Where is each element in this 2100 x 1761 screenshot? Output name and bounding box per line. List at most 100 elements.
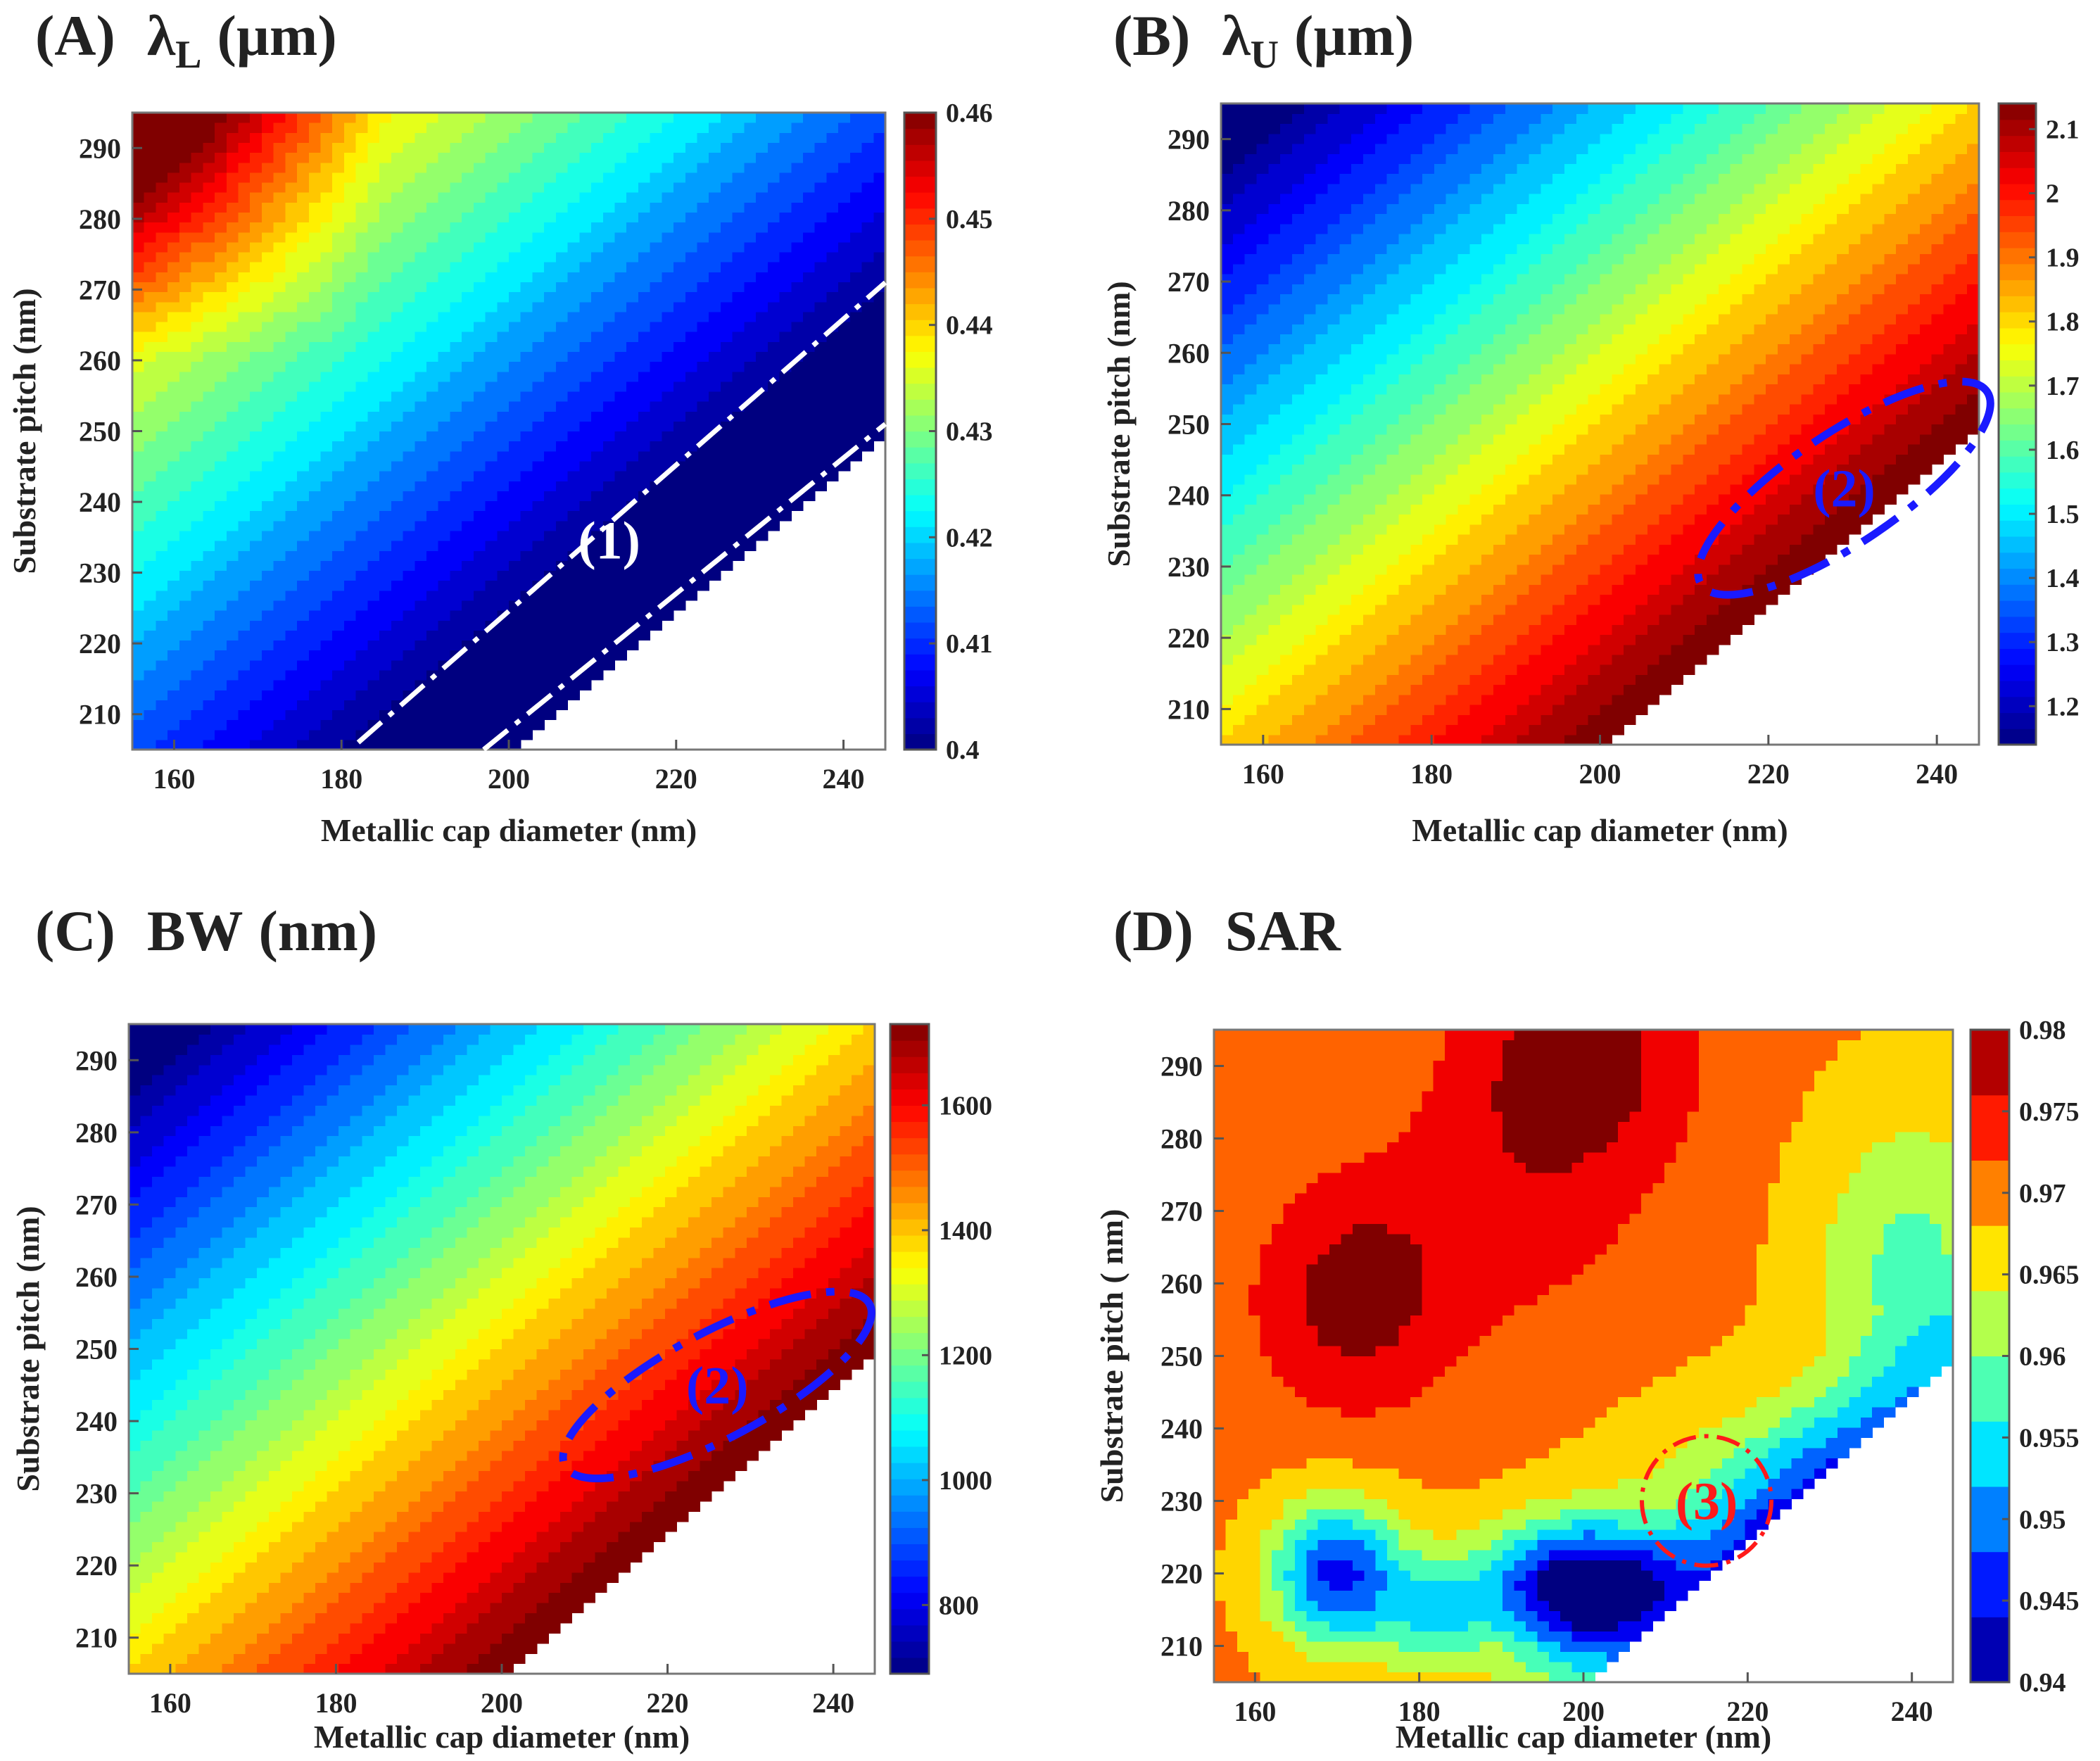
heatmap-cell xyxy=(650,262,662,272)
heatmap-cell xyxy=(862,153,874,163)
heatmap-cell xyxy=(450,471,462,481)
heatmap-cell xyxy=(1233,334,1245,344)
heatmap-cell xyxy=(1422,674,1434,685)
heatmap-cell xyxy=(332,541,344,551)
heatmap-cell xyxy=(521,500,533,511)
heatmap-cell xyxy=(1434,294,1446,304)
heatmap-cell xyxy=(1363,484,1375,495)
heatmap-cell xyxy=(1304,454,1316,465)
heatmap-cell xyxy=(803,461,815,472)
colorbar-segment xyxy=(904,559,936,575)
heatmap-cell xyxy=(497,441,509,452)
heatmap-cell xyxy=(191,700,203,710)
heatmap-cell xyxy=(1363,695,1375,705)
heatmap-cell xyxy=(1387,184,1399,194)
heatmap-cell xyxy=(274,511,286,522)
heatmap-cell xyxy=(462,500,474,511)
heatmap-cell xyxy=(203,720,215,731)
heatmap-cell xyxy=(415,441,426,452)
heatmap-cell xyxy=(1375,524,1387,535)
heatmap-cell xyxy=(144,441,156,452)
heatmap-cell xyxy=(1245,544,1257,555)
heatmap-cell xyxy=(379,391,391,402)
heatmap-cell xyxy=(215,680,227,690)
heatmap-cell xyxy=(1363,424,1375,435)
heatmap-cell xyxy=(1387,103,1399,114)
heatmap-cell xyxy=(1375,284,1387,294)
heatmap-cell xyxy=(1375,725,1387,736)
heatmap-cell xyxy=(321,163,333,173)
heatmap-cell xyxy=(650,302,662,313)
heatmap-cell xyxy=(415,461,426,472)
heatmap-cell xyxy=(1233,584,1245,595)
heatmap-cell xyxy=(1280,614,1292,625)
heatmap-cell xyxy=(367,709,379,720)
heatmap-cell xyxy=(309,341,321,352)
heatmap-cell xyxy=(262,132,274,143)
heatmap-cell xyxy=(532,500,544,511)
heatmap-cell xyxy=(509,122,521,133)
heatmap-cell xyxy=(815,172,827,183)
heatmap-cell xyxy=(332,113,344,123)
heatmap-cell xyxy=(662,570,673,581)
heatmap-cell xyxy=(1375,364,1387,374)
heatmap-cell xyxy=(132,680,144,690)
heatmap-cell xyxy=(1351,464,1363,474)
heatmap-cell xyxy=(509,292,521,303)
heatmap-cell xyxy=(1410,184,1422,194)
heatmap-cell xyxy=(532,441,544,452)
heatmap-cell xyxy=(274,471,286,481)
heatmap-cell xyxy=(1221,685,1233,695)
heatmap-cell xyxy=(132,242,144,253)
heatmap-cell xyxy=(1410,524,1422,535)
heatmap-cell xyxy=(591,202,603,213)
heatmap-cell xyxy=(1221,394,1233,405)
heatmap-cell xyxy=(1316,384,1328,395)
heatmap-cell xyxy=(297,182,309,193)
heatmap-cell xyxy=(156,531,167,541)
heatmap-cell xyxy=(521,332,533,342)
heatmap-cell xyxy=(450,700,462,710)
heatmap-cell xyxy=(262,709,274,720)
heatmap-cell xyxy=(1221,123,1233,134)
heatmap-cell xyxy=(626,341,638,352)
heatmap-cell xyxy=(215,262,227,272)
heatmap-cell xyxy=(862,302,874,313)
heatmap-cell xyxy=(579,163,591,173)
heatmap-cell xyxy=(850,163,862,173)
heatmap-cell xyxy=(638,441,650,452)
heatmap-cell xyxy=(356,511,368,522)
heatmap-cell xyxy=(474,620,486,631)
heatmap-cell xyxy=(579,471,591,481)
heatmap-cell xyxy=(1316,444,1328,455)
heatmap-cell xyxy=(426,581,438,591)
heatmap-cell xyxy=(215,202,227,213)
heatmap-cell xyxy=(509,322,521,332)
heatmap-cell xyxy=(1316,153,1328,164)
heatmap-cell xyxy=(486,541,498,551)
heatmap-cell xyxy=(391,560,403,571)
heatmap-cell xyxy=(1398,203,1410,214)
heatmap-cell xyxy=(344,600,356,611)
heatmap-cell xyxy=(532,431,544,442)
heatmap-cell xyxy=(815,252,827,263)
heatmap-cell xyxy=(1363,214,1375,225)
heatmap-cell xyxy=(486,421,498,431)
heatmap-cell xyxy=(367,351,379,362)
heatmap-cell xyxy=(379,630,391,640)
heatmap-cell xyxy=(1375,614,1387,625)
heatmap-cell xyxy=(497,332,509,342)
heatmap-cell xyxy=(438,570,450,581)
heatmap-cell xyxy=(285,172,297,183)
heatmap-cell xyxy=(1245,605,1257,615)
heatmap-cell xyxy=(1375,454,1387,465)
heatmap-cell xyxy=(462,182,474,193)
heatmap-cell xyxy=(285,670,297,681)
heatmap-cell xyxy=(332,650,344,661)
heatmap-cell xyxy=(426,182,438,193)
heatmap-cell xyxy=(626,252,638,263)
heatmap-cell xyxy=(638,451,650,462)
heatmap-cell xyxy=(1387,714,1399,725)
heatmap-cell xyxy=(768,132,780,143)
heatmap-cell xyxy=(579,391,591,402)
